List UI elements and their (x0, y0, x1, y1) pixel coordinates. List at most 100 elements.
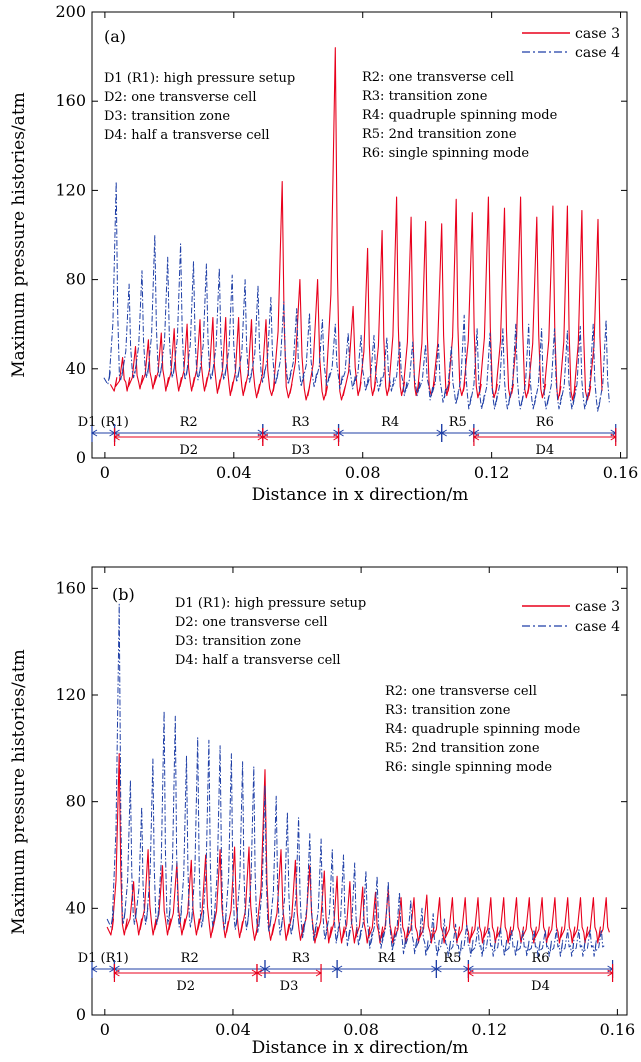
zone-label: R5 (449, 415, 467, 430)
annotation-d2: D2: one transverse cell (175, 615, 328, 630)
zone-arrowhead (440, 429, 447, 437)
y-tick-label: 80 (66, 792, 86, 811)
series-line-case4 (106, 603, 605, 957)
zone-arrowhead (336, 965, 343, 973)
annotation-d1: D1 (R1): high pressure setup (104, 71, 295, 86)
zone-arrowhead (315, 969, 323, 977)
zone-bars: D1 (R1) R2 R3 R4 R5 R6 D2 D3 D4 (78, 415, 617, 458)
annotation-r4: R4: quadruple spinning mode (362, 108, 558, 123)
annotation-block-left: D1 (R1): high pressure setup D2: one tra… (175, 596, 366, 668)
series-lines (106, 603, 610, 957)
annotation-r2: R2: one transverse cell (385, 684, 537, 699)
zone-label: D2 (176, 979, 195, 994)
zone-arrowhead (91, 429, 98, 437)
zone-label: R2 (181, 951, 199, 966)
y-tick-label: 120 (55, 685, 86, 704)
annotation-d2: D2: one transverse cell (104, 90, 257, 105)
zone-label: R4 (378, 951, 396, 966)
zone-label: D2 (179, 443, 198, 458)
zone-arrowhead (467, 969, 474, 977)
annotation-r6: R6: single spinning mode (385, 760, 552, 775)
annotation-r5: R5: 2nd transition zone (385, 741, 540, 756)
zone-label: D4 (531, 979, 550, 994)
axis-ticks: 0 0.04 0.08 0.12 0.16 0 40 80 120 160 (55, 567, 635, 1039)
annotation-d4: D4: half a transverse cell (104, 128, 270, 143)
panel-a: (a) D1 (R1): high pressure setup D2: one… (9, 2, 638, 505)
x-tick-label: 0 (100, 463, 110, 482)
zone-arrowhead (610, 433, 617, 441)
annotation-d3: D3: transition zone (104, 109, 230, 124)
panel-label: (a) (104, 27, 126, 46)
x-tick-label: 0.04 (215, 1020, 251, 1039)
zone-label: R2 (180, 415, 198, 430)
x-tick-label: 0.16 (600, 1020, 636, 1039)
y-tick-label: 0 (76, 448, 86, 467)
zone-arrowhead (435, 965, 442, 973)
zone-arrowhead (472, 433, 480, 441)
zone-arrowhead (113, 433, 120, 441)
zone-label: D4 (535, 443, 554, 458)
series-line-case4 (103, 181, 610, 412)
legend-label-case3: case 3 (575, 599, 620, 615)
annotation-block-right: R2: one transverse cell R3: transition z… (362, 70, 558, 161)
y-tick-label: 40 (66, 359, 86, 378)
y-tick-label: 160 (55, 578, 86, 597)
legend: case 3 case 4 (522, 599, 620, 635)
y-tick-label: 120 (55, 180, 86, 199)
plot-frame (91, 566, 628, 1016)
zone-arrowhead (91, 965, 98, 973)
zone-label: R5 (443, 951, 461, 966)
x-axis-label: Distance in x direction/m (252, 1038, 469, 1058)
zone-label: D3 (280, 979, 299, 994)
zone-label: D3 (291, 443, 310, 458)
legend-label-case3: case 3 (575, 26, 620, 42)
x-tick-label: 0.08 (345, 463, 381, 482)
zone-arrowhead (261, 433, 269, 441)
legend-label-case4: case 4 (575, 45, 620, 61)
panel-b: (b) D1 (R1): high pressure setup D2: one… (9, 566, 635, 1058)
x-tick-label: 0.12 (471, 1020, 507, 1039)
series-line-case3 (106, 753, 610, 944)
annotation-block-right: R2: one transverse cell R3: transition z… (385, 684, 581, 775)
annotation-d4: D4: half a transverse cell (175, 653, 341, 668)
y-axis-label: Maximum pressure histories/atm (9, 649, 29, 935)
y-tick-label: 200 (55, 2, 86, 21)
annotation-block-left: D1 (R1): high pressure setup D2: one tra… (104, 71, 295, 143)
zone-label: R6 (531, 951, 549, 966)
zone-arrowhead (333, 433, 340, 441)
x-tick-label: 0.08 (343, 1020, 379, 1039)
x-axis-label: Distance in x direction/m (252, 485, 469, 505)
y-tick-label: 0 (76, 1005, 86, 1024)
y-tick-label: 40 (66, 898, 86, 917)
annotation-r4: R4: quadruple spinning mode (385, 722, 581, 737)
axis-ticks: 0 0.04 0.08 0.12 0.16 0 40 80 120 160 200 (55, 2, 638, 482)
series-lines (103, 47, 610, 412)
legend-label-case4: case 4 (575, 619, 620, 635)
x-tick-label: 0 (100, 1020, 110, 1039)
zone-arrowhead (264, 965, 271, 973)
y-axis-label: Maximum pressure histories/atm (9, 92, 29, 378)
x-tick-label: 0.04 (216, 463, 252, 482)
series-line-case3 (109, 47, 603, 401)
zone-label: R3 (292, 415, 310, 430)
y-tick-label: 80 (66, 270, 86, 289)
zone-arrowhead (607, 969, 614, 977)
annotation-r6: R6: single spinning mode (362, 146, 529, 161)
zone-label: D1 (R1) (78, 415, 129, 430)
plot-frame (91, 11, 628, 459)
zone-label: R6 (536, 415, 554, 430)
annotation-d1: D1 (R1): high pressure setup (175, 596, 366, 611)
zone-arrowhead (256, 969, 263, 977)
annotation-r5: R5: 2nd transition zone (362, 127, 517, 142)
zone-label: R4 (381, 415, 399, 430)
legend: case 3 case 4 (522, 26, 620, 61)
zone-arrowhead (113, 969, 120, 977)
zone-label: R3 (292, 951, 310, 966)
x-tick-label: 0.12 (474, 463, 510, 482)
annotation-r3: R3: transition zone (385, 703, 511, 718)
panel-label: (b) (112, 585, 135, 604)
zone-bars: D1 (R1) R2 R3 R4 R5 R6 D2 D3 D4 (78, 951, 614, 994)
zone-label: D1 (R1) (78, 951, 129, 966)
x-tick-label: 0.16 (603, 463, 639, 482)
